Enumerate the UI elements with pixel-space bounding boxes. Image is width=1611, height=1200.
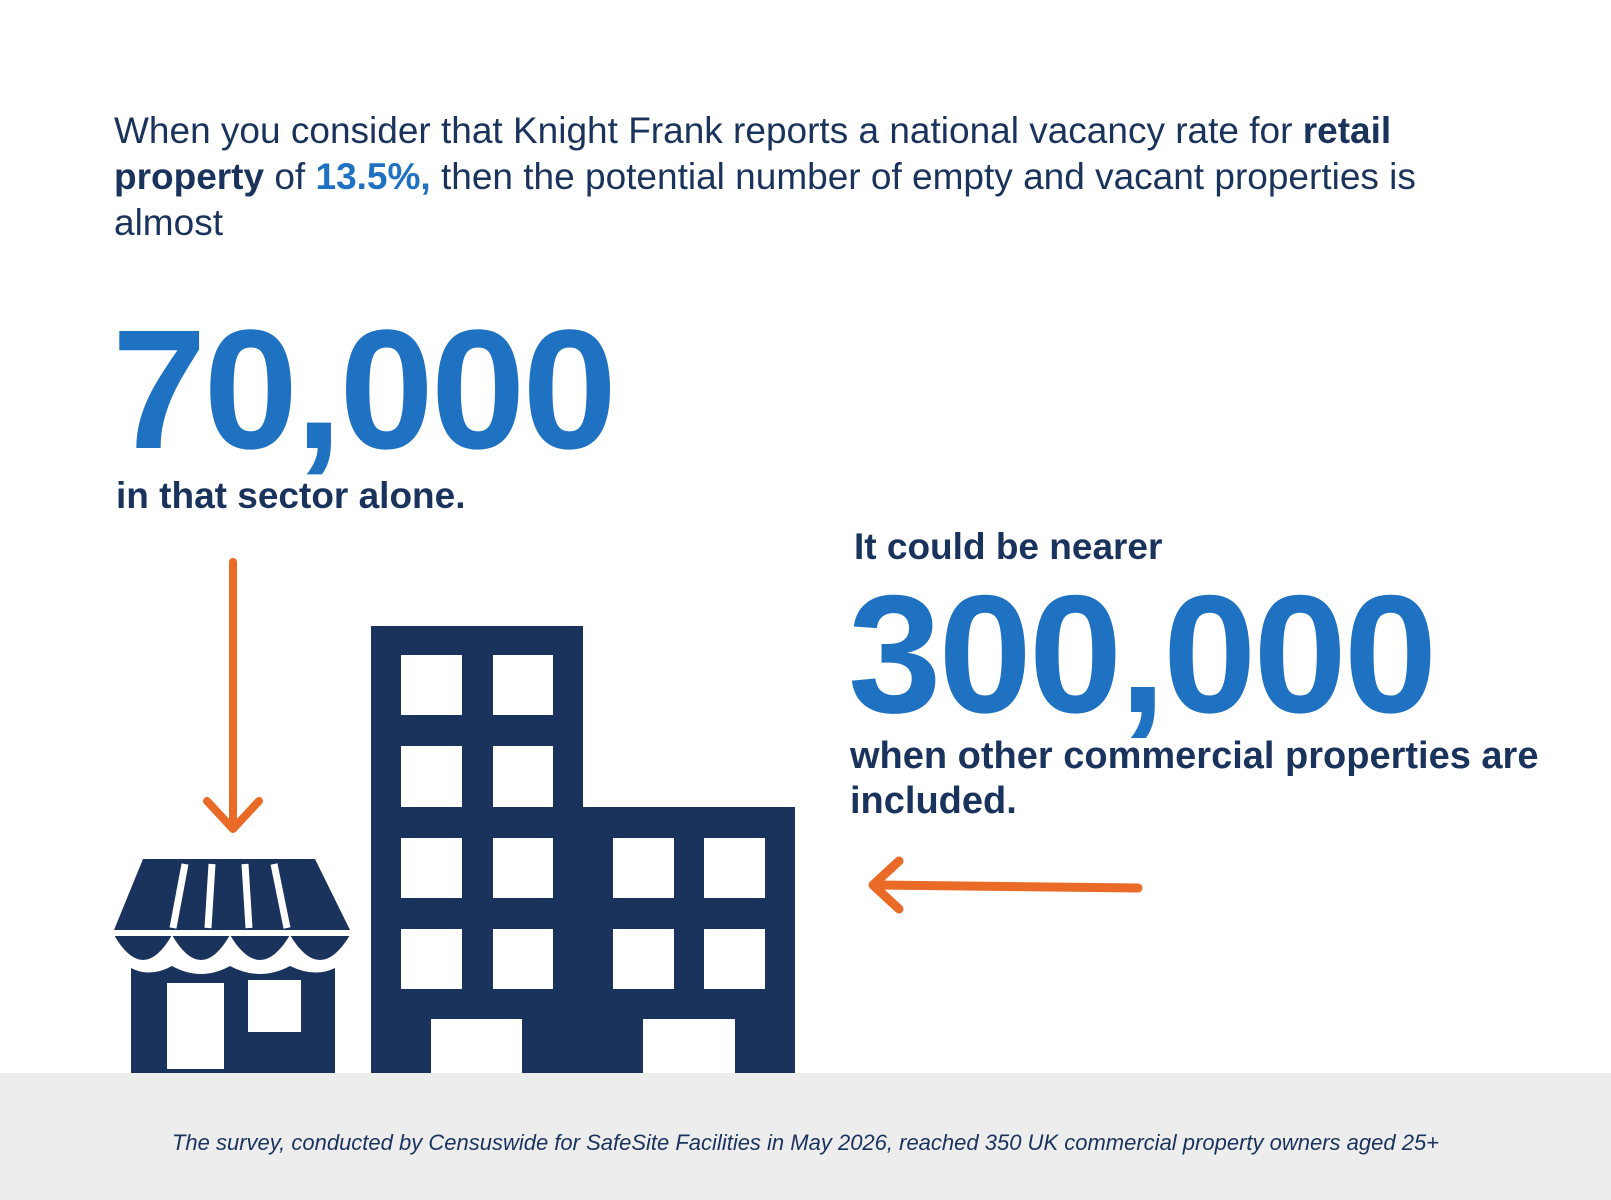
intro-part-1: When you consider that Knight Frank repo… [114,110,1303,151]
footer-band: The survey, conducted by Censuswide for … [0,1073,1611,1200]
intro-vacancy-rate: 13.5%, [315,156,431,197]
survey-footnote: The survey, conducted by Censuswide for … [171,1130,1440,1155]
commercial-lead-text: It could be nearer [854,526,1163,567]
intro-part-3: then the potential number of empty and v… [114,156,1416,243]
intro-text: When you consider that Knight Frank repo… [114,108,1514,246]
intro-part-2: of [264,156,316,197]
commercial-vacancy-caption: when other commercial properties are inc… [850,735,1539,822]
office-building-icon [371,626,795,1078]
left-arrow-icon [868,856,1143,914]
down-arrow-icon [203,558,263,833]
retail-vacancy-number: 70,000 [112,295,617,485]
intro-retail-property: retail property [114,110,1392,197]
retail-vacancy-caption: in that sector alone. [116,475,466,516]
shop-icon [114,859,350,1073]
commercial-vacancy-number: 300,000 [848,560,1437,748]
